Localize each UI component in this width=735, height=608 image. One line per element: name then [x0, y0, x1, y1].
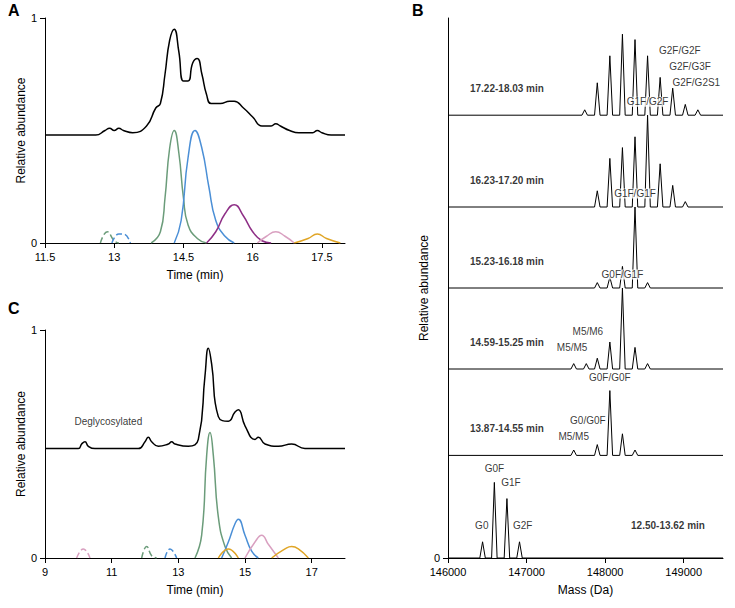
- svg-text:Time (min): Time (min): [167, 583, 224, 597]
- svg-text:13: 13: [108, 251, 120, 263]
- svg-text:G0/G0F: G0/G0F: [570, 415, 606, 426]
- svg-text:17.22-18.03 min: 17.22-18.03 min: [470, 83, 544, 94]
- svg-text:14.5: 14.5: [173, 251, 194, 263]
- svg-text:M5/M5: M5/M5: [557, 342, 588, 353]
- svg-text:0: 0: [434, 552, 440, 564]
- svg-text:12.50-13.62 min: 12.50-13.62 min: [631, 520, 705, 531]
- svg-text:148000: 148000: [587, 566, 624, 578]
- svg-text:146000: 146000: [430, 566, 467, 578]
- svg-text:13: 13: [172, 566, 184, 578]
- svg-text:147000: 147000: [508, 566, 545, 578]
- svg-text:17: 17: [306, 566, 318, 578]
- svg-text:C: C: [8, 300, 20, 317]
- svg-text:1: 1: [31, 324, 37, 336]
- svg-text:15.23-16.18 min: 15.23-16.18 min: [470, 256, 544, 267]
- svg-text:0: 0: [31, 237, 37, 249]
- svg-text:G1F/G2F: G1F/G2F: [627, 96, 669, 107]
- svg-text:Mass (Da): Mass (Da): [558, 583, 613, 597]
- svg-text:G1F/G1F: G1F/G1F: [614, 188, 656, 199]
- svg-text:14.59-15.25 min: 14.59-15.25 min: [470, 337, 544, 348]
- svg-text:16.23-17.20 min: 16.23-17.20 min: [470, 175, 544, 186]
- svg-text:G0F/G1F: G0F/G1F: [602, 269, 644, 280]
- svg-text:G0F: G0F: [485, 463, 504, 474]
- svg-text:17.5: 17.5: [311, 251, 332, 263]
- svg-text:Relative abundance: Relative abundance: [417, 235, 431, 341]
- svg-text:9: 9: [42, 566, 48, 578]
- svg-text:11: 11: [106, 566, 117, 578]
- svg-text:G0F/G0F: G0F/G0F: [589, 372, 631, 383]
- svg-text:M5/M5: M5/M5: [558, 431, 589, 442]
- svg-text:Time (min): Time (min): [167, 268, 224, 282]
- svg-text:M5/M6: M5/M6: [573, 326, 604, 337]
- svg-text:16: 16: [247, 251, 259, 263]
- svg-text:15: 15: [239, 566, 251, 578]
- svg-text:Relative abundance: Relative abundance: [14, 77, 28, 183]
- svg-text:A: A: [8, 2, 20, 19]
- svg-text:G0: G0: [475, 520, 489, 531]
- svg-text:Relative abundance: Relative abundance: [14, 391, 28, 497]
- svg-text:G2F/G2F: G2F/G2F: [659, 45, 701, 56]
- svg-text:Deglycosylated: Deglycosylated: [74, 416, 142, 427]
- svg-text:G1F: G1F: [501, 477, 520, 488]
- svg-text:G2F: G2F: [513, 520, 532, 531]
- svg-text:1: 1: [31, 12, 37, 24]
- svg-text:13.87-14.55 min: 13.87-14.55 min: [470, 423, 544, 434]
- svg-text:B: B: [412, 2, 424, 19]
- svg-text:G2F/G2S1: G2F/G2S1: [672, 77, 720, 88]
- svg-text:0: 0: [31, 552, 37, 564]
- svg-text:149000: 149000: [665, 566, 702, 578]
- svg-text:11.5: 11.5: [35, 251, 56, 263]
- svg-text:G2F/G3F: G2F/G3F: [669, 61, 711, 72]
